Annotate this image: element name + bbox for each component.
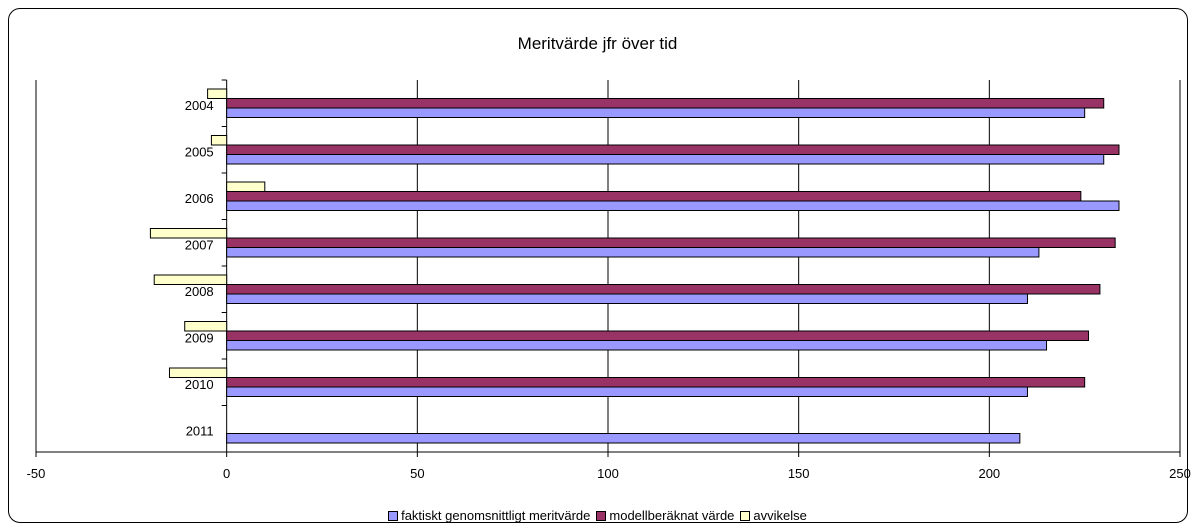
x-tick-label: 50 [410, 466, 424, 481]
bar-avvikelse [226, 181, 266, 192]
x-tick-label: 150 [788, 466, 810, 481]
bar-modellberäknat-värde [226, 237, 1116, 248]
bar-avvikelse [168, 367, 228, 378]
legend-label: avvikelse [753, 508, 807, 523]
category-label: 2008 [185, 284, 214, 299]
legend-item: avvikelse [740, 508, 807, 523]
bar-modellberäknat-värde [226, 144, 1120, 155]
bar-faktiskt-genomsnittligt-meritvärde [226, 386, 1028, 397]
x-tick-label: 250 [1169, 466, 1191, 481]
bar-faktiskt-genomsnittligt-meritvärde [226, 154, 1105, 165]
category-label: 2005 [185, 145, 214, 160]
bar-modellberäknat-värde [226, 98, 1105, 109]
category-label: 2010 [185, 377, 214, 392]
category-label: 2011 [186, 424, 214, 439]
bar-faktiskt-genomsnittligt-meritvärde [226, 247, 1040, 258]
x-tick-label: 100 [597, 466, 619, 481]
category-label: 2007 [185, 238, 214, 253]
bar-faktiskt-genomsnittligt-meritvärde [226, 340, 1048, 351]
bar-faktiskt-genomsnittligt-meritvärde [226, 293, 1028, 304]
bar-faktiskt-genomsnittligt-meritvärde [226, 200, 1120, 211]
legend-item: faktiskt genomsnittligt meritvärde [388, 508, 590, 523]
legend: faktiskt genomsnittligt meritvärde modell… [0, 508, 1195, 523]
bar-avvikelse [149, 228, 228, 239]
legend-swatch [388, 510, 399, 521]
bar-faktiskt-genomsnittligt-meritvärde [226, 107, 1086, 118]
bar-modellberäknat-värde [226, 191, 1082, 202]
bar-avvikelse [207, 88, 228, 99]
bar-modellberäknat-värde [226, 377, 1086, 388]
category-label: 2009 [185, 331, 214, 346]
legend-swatch [596, 510, 607, 521]
chart-title: Meritvärde jfr över tid [517, 34, 678, 53]
category-label: 2004 [185, 98, 214, 113]
x-tick-label: 0 [223, 466, 230, 481]
legend-label: modellberäknat värde [609, 508, 735, 523]
x-tick-label: 200 [978, 466, 1000, 481]
bar-modellberäknat-värde [226, 284, 1101, 295]
bar-avvikelse [153, 274, 228, 285]
legend-label: faktiskt genomsnittligt meritvärde [401, 508, 591, 523]
category-label: 2006 [185, 191, 214, 206]
bar-modellberäknat-värde [226, 330, 1089, 341]
legend-swatch [740, 510, 751, 521]
bar-avvikelse [210, 135, 228, 146]
bar-avvikelse [184, 321, 228, 332]
x-tick-label: -50 [27, 466, 46, 481]
bar-faktiskt-genomsnittligt-meritvärde [226, 433, 1021, 444]
legend-item: modellberäknat värde [596, 508, 734, 523]
